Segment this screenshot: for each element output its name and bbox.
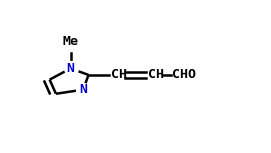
Text: N: N xyxy=(67,62,75,75)
Text: CHO: CHO xyxy=(172,68,196,81)
Text: N: N xyxy=(79,83,87,96)
Text: Me: Me xyxy=(63,35,79,48)
Text: CH: CH xyxy=(148,68,164,81)
Text: CH: CH xyxy=(111,68,127,81)
